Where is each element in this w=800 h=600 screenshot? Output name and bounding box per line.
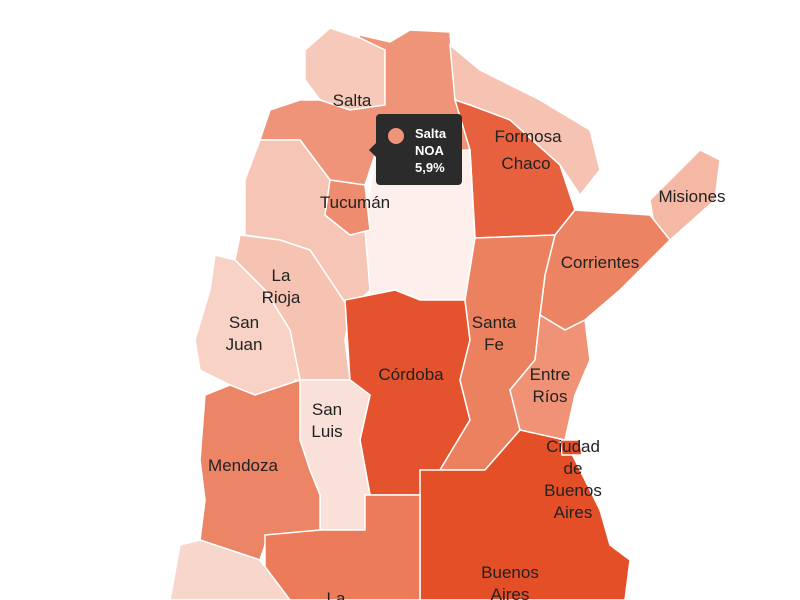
province-label-misiones: Misiones xyxy=(658,187,725,206)
tooltip-color-swatch xyxy=(388,128,404,144)
province-neuquen[interactable] xyxy=(169,539,291,600)
province-label-salta: Salta xyxy=(333,91,372,110)
province-label-cordoba: Córdoba xyxy=(378,365,444,384)
province-label-caba: Ciudad xyxy=(546,437,600,456)
province-jujuy[interactable] xyxy=(304,27,386,111)
province-label-caba: Buenos xyxy=(544,481,602,500)
province-label-buenos-aires: Aires xyxy=(491,585,530,600)
province-label-san-juan: Juan xyxy=(226,335,263,354)
province-label-chaco: Chaco xyxy=(501,154,550,173)
province-caba[interactable] xyxy=(559,439,583,456)
province-label-san-luis: Luis xyxy=(311,422,342,441)
tooltip: Salta NOA 5,9% xyxy=(369,114,462,185)
tooltip-value: 5,9% xyxy=(415,160,445,175)
province-label-buenos-aires: Buenos xyxy=(481,563,539,582)
province-label-la-rioja: La xyxy=(272,266,291,285)
province-label-entre-rios: Entre xyxy=(530,365,571,384)
province-label-la-pampa: La xyxy=(327,589,346,600)
province-tucuman[interactable] xyxy=(324,179,371,236)
province-la-pampa[interactable] xyxy=(264,494,421,600)
province-label-mendoza: Mendoza xyxy=(208,456,278,475)
province-label-formosa: Formosa xyxy=(494,127,562,146)
province-label-santa-fe: Fe xyxy=(484,335,504,354)
province-label-la-rioja: Rioja xyxy=(262,288,301,307)
province-label-san-luis: San xyxy=(312,400,342,419)
province-label-caba: Aires xyxy=(554,503,593,522)
province-buenos-aires[interactable] xyxy=(419,429,631,600)
tooltip-region: NOA xyxy=(415,143,444,158)
province-label-entre-rios: Ríos xyxy=(533,387,568,406)
province-label-santa-fe: Santa xyxy=(472,313,517,332)
tooltip-province: Salta xyxy=(415,126,447,141)
province-label-san-juan: San xyxy=(229,313,259,332)
province-label-tucuman: Tucumán xyxy=(320,193,390,212)
province-label-corrientes: Corrientes xyxy=(561,253,639,272)
province-label-caba: de xyxy=(564,459,583,478)
